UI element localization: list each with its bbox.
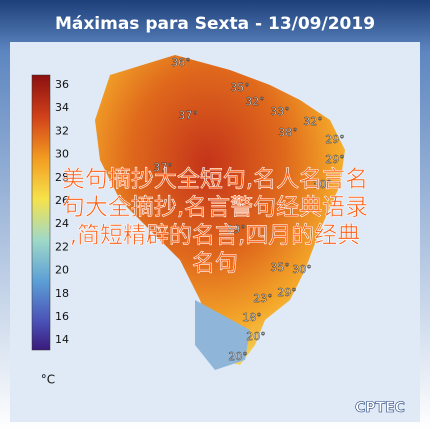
brazil-region — [95, 55, 345, 365]
legend-tick-label: 34 — [55, 101, 69, 114]
temperature-label: 36° — [171, 56, 191, 69]
legend-tick-label: 14 — [55, 333, 69, 346]
legend-ticks: 36 34 32 30 28 26 24 22 20 18 16 14 — [55, 78, 69, 346]
overlay-line: 名句 — [192, 251, 238, 277]
temperature-label: 39° — [226, 223, 246, 236]
legend-tick-label: 26 — [55, 194, 69, 207]
overlay-line: 句大全摘抄,名言警句经典语录 — [62, 195, 368, 221]
temperature-label: 32° — [245, 95, 265, 108]
legend-tick-label: 28 — [55, 171, 69, 184]
temperature-label: 20° — [228, 350, 248, 363]
legend-tick-label: 22 — [55, 240, 69, 253]
legend-tick-label: 32 — [55, 124, 69, 137]
legend-tick-label: 20 — [55, 264, 69, 277]
legend-tick-label: 18 — [55, 287, 69, 300]
temperature-label: 29° — [325, 133, 345, 146]
temperature-label: 33° — [270, 105, 290, 118]
temperature-label: 23° — [253, 292, 273, 305]
temperature-label: 29° — [277, 286, 297, 299]
legend-tick-label: 30 — [55, 148, 69, 161]
overlay-line: ,简短精辟的名言,四月的经典 — [70, 223, 361, 249]
legend-unit: °C — [41, 373, 55, 387]
temperature-label: 35° — [230, 81, 250, 94]
temperature-label: 32° — [303, 115, 323, 128]
legend-tick-label: 36 — [55, 78, 69, 91]
temperature-label: 20° — [246, 330, 266, 343]
overlay-line: 美句摘抄大全短句,名人名言名 — [62, 167, 368, 193]
temperature-label: 38° — [278, 126, 298, 139]
legend-tick-label: 16 — [55, 310, 69, 323]
temperature-labels: 36°35°32°33°32°37°38°29°29°37°30°39°35° 3… — [153, 56, 345, 363]
temperature-label: 30° — [292, 263, 312, 276]
temperature-label: 18° — [242, 311, 262, 324]
overlay-text: 美句摘抄大全短句,名人名言名句大全摘抄,名言警句经典语录,简短精辟的名言,四月的… — [62, 166, 369, 277]
temperature-label: 30° — [312, 178, 332, 191]
temperature-label: 37° — [153, 161, 173, 174]
map-title: Máximas para Sexta - 13/09/2019 — [55, 14, 375, 34]
temperature-label: 35° — [270, 261, 290, 274]
south-region — [195, 300, 250, 370]
temperature-label: 29° — [325, 153, 345, 166]
color-bar — [31, 74, 51, 351]
legend-tick-label: 24 — [55, 217, 69, 230]
temperature-label: 37° — [178, 109, 198, 122]
logo: CPTEC — [355, 400, 405, 416]
